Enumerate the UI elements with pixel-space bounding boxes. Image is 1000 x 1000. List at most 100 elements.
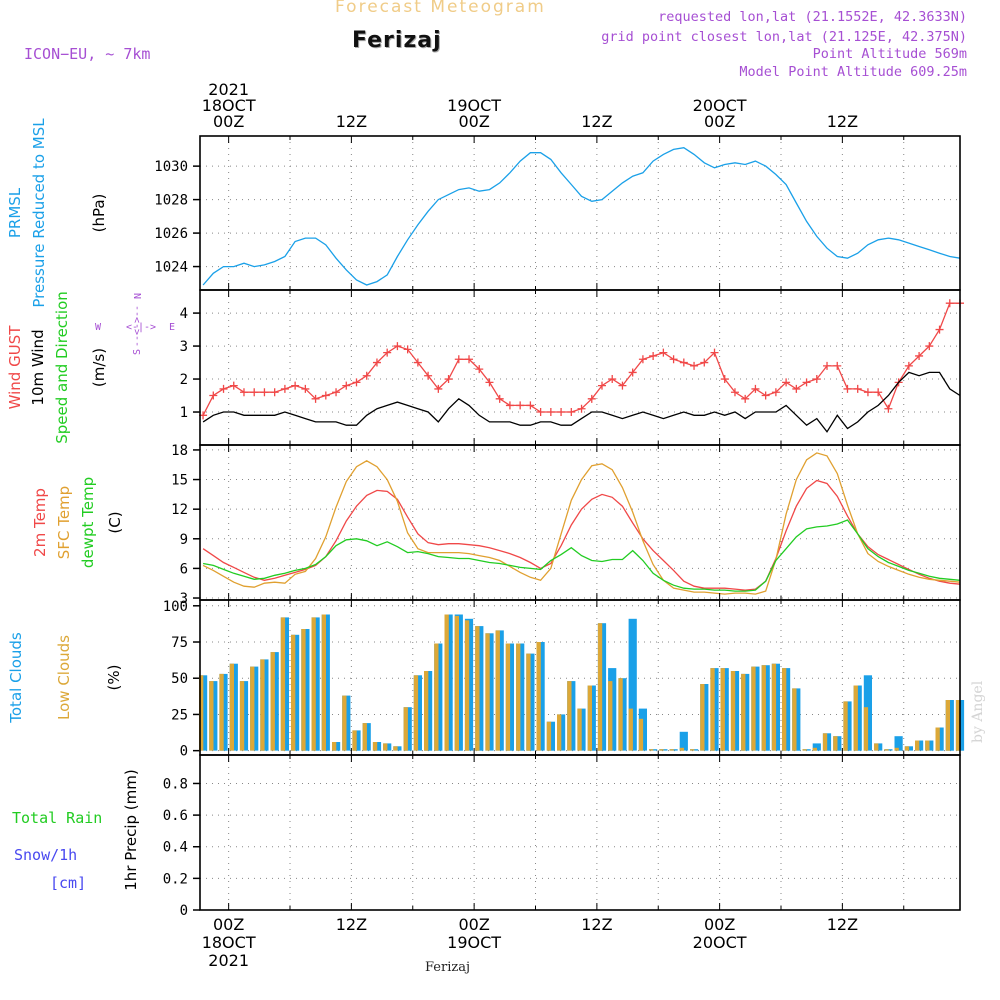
y-axis-label-temperature-3: (C) <box>106 511 124 533</box>
compass-w: W <box>95 322 102 333</box>
cloud-bar-low <box>567 681 572 751</box>
time-label-top: 12Z <box>827 112 858 131</box>
cloud-bar-low <box>209 681 214 751</box>
gust-marker <box>362 371 371 380</box>
gust-marker <box>638 355 647 364</box>
precip-label-rain: Total Rain <box>12 809 102 827</box>
y-axis-label-clouds-1: Low Clouds <box>55 635 73 720</box>
gust-marker <box>669 355 678 364</box>
gust-marker <box>730 388 739 397</box>
cloud-bar-low <box>260 659 265 751</box>
cloud-bar-low <box>679 747 684 751</box>
y-axis-label-clouds-2: (%) <box>105 665 123 691</box>
precip-label-snow: Snow/1h <box>14 846 77 864</box>
gust-marker <box>495 394 504 403</box>
cloud-bar-low <box>710 668 715 751</box>
time-label-bottom: 19OCT <box>447 933 501 952</box>
gust-marker <box>250 388 259 397</box>
cloud-bar-low <box>270 652 275 751</box>
panel-precip: 0 0.2 0.4 0.6 0.8 Total Rain Snow/1h [cm] 1hr Pr… <box>12 754 961 919</box>
y-axis-label-wind-0: Wind GUST <box>6 325 24 410</box>
gust-marker <box>915 351 924 360</box>
time-label-top: 12Z <box>336 112 367 131</box>
gust-marker <box>393 342 402 351</box>
time-label-top: 19OCT <box>447 96 501 115</box>
gust-marker <box>751 384 760 393</box>
cloud-bar-low <box>659 749 664 751</box>
cloud-bar-low <box>812 747 817 751</box>
time-label-bottom: 00Z <box>458 915 489 934</box>
y-tick-label: 0 <box>180 903 188 919</box>
cloud-bar-low <box>843 701 848 751</box>
cloud-bar-low <box>464 620 470 751</box>
gust-marker <box>823 361 832 370</box>
gust-marker <box>536 408 545 417</box>
gust-marker <box>546 408 555 417</box>
gust-marker <box>863 388 872 397</box>
gust-marker <box>782 378 791 387</box>
cloud-bar-low <box>915 740 920 751</box>
footer-location: Ferizaj <box>425 960 471 975</box>
y-tick-label: 3 <box>180 591 188 607</box>
time-label-bottom: 2021 <box>208 951 249 970</box>
chart-title: Forecast Meteogram <box>335 0 546 17</box>
cloud-bar-low <box>516 643 521 751</box>
gust-marker <box>618 381 627 390</box>
y-tick-label: 6 <box>180 561 188 577</box>
y-tick-label: 12 <box>171 502 188 518</box>
y-tick-label: 0.6 <box>163 808 188 824</box>
grid-point-coords: grid point closest lon,lat (21.125E, 42.… <box>601 29 967 45</box>
gust-marker <box>444 375 453 384</box>
cloud-bar-low <box>700 684 705 751</box>
cloud-bar-low <box>199 675 204 751</box>
cloud-bar-low <box>690 749 695 751</box>
cloud-bar-low <box>372 742 378 751</box>
gust-marker <box>720 375 729 384</box>
cloud-bar-low <box>434 643 439 751</box>
time-label-bottom: 00Z <box>213 915 244 934</box>
compass-e: E <box>169 322 175 333</box>
point-altitude: Point Altitude 569m <box>812 46 967 62</box>
cloud-bar-low <box>935 727 940 751</box>
gust-marker <box>454 355 463 364</box>
cloud-bar-low <box>751 666 756 751</box>
gust-marker <box>925 342 934 351</box>
time-label-top: 00Z <box>704 112 735 131</box>
cloud-bar-low <box>741 673 746 751</box>
y-tick-label: 9 <box>180 532 188 548</box>
cloud-bar-low <box>546 721 552 751</box>
cloud-bar-low <box>454 615 459 751</box>
cloud-bar-low <box>444 614 449 751</box>
gust-marker <box>679 358 688 367</box>
y-tick-label: 1030 <box>154 159 188 175</box>
cloud-bar-low <box>628 708 633 751</box>
cloud-bar-low <box>792 688 797 751</box>
gust-marker <box>587 394 596 403</box>
cloud-bar-low <box>771 663 777 751</box>
cloud-bar-low <box>495 630 500 751</box>
cloud-bar-low <box>332 742 337 751</box>
gust-marker <box>209 391 218 400</box>
y-tick-label: 1 <box>180 405 188 421</box>
cloud-bar-low <box>577 708 582 751</box>
gust-marker <box>853 384 862 393</box>
cloud-bar-low <box>608 681 613 751</box>
cloud-bar-low <box>587 685 592 751</box>
series-line-temperature-2 <box>202 519 961 592</box>
gust-marker <box>229 381 238 390</box>
location-name: Ferizaj <box>352 28 442 53</box>
time-label-top: 00Z <box>458 112 489 131</box>
gust-marker <box>516 401 525 410</box>
y-tick-label: 3 <box>180 339 188 355</box>
cloud-bar-low <box>802 749 807 751</box>
time-label-bottom: 12Z <box>827 915 858 934</box>
cloud-bar-low <box>782 668 787 751</box>
cloud-bar-low <box>730 671 736 751</box>
gust-marker <box>465 355 474 364</box>
gust-marker <box>812 375 821 384</box>
gust-marker <box>577 404 586 413</box>
compass-we-arrow: <-|-> <box>126 322 156 333</box>
gust-marker <box>608 375 617 384</box>
time-label-bottom: 12Z <box>336 915 367 934</box>
gust-marker <box>884 404 893 413</box>
